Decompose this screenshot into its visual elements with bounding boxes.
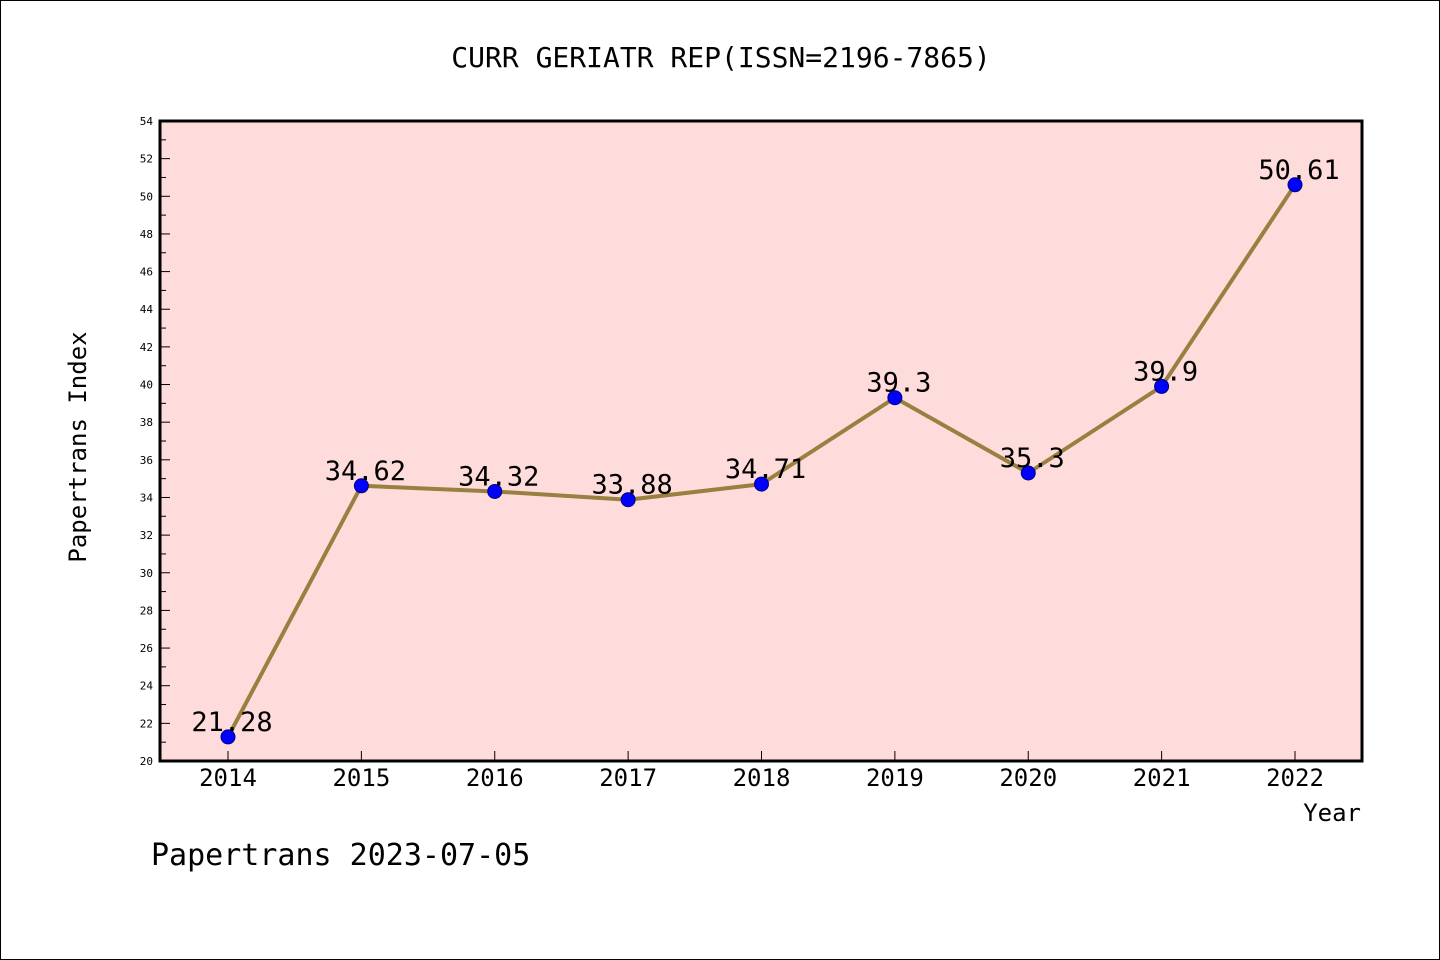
plot-area bbox=[158, 119, 1364, 763]
data-point bbox=[1154, 378, 1170, 394]
x-tick-label: 2014 bbox=[199, 764, 257, 792]
data-label: 34.32 bbox=[458, 461, 539, 492]
data-point bbox=[353, 478, 369, 494]
x-tick-label: 2017 bbox=[599, 764, 657, 792]
data-label: 21.28 bbox=[191, 707, 272, 738]
y-tick-label: 44 bbox=[140, 303, 154, 316]
x-tick-label: 2021 bbox=[1133, 764, 1191, 792]
y-tick-label: 32 bbox=[140, 529, 153, 542]
data-label: 34.62 bbox=[325, 456, 406, 487]
y-tick-label: 54 bbox=[140, 115, 154, 128]
data-point bbox=[1020, 465, 1036, 481]
x-axis-label: Year bbox=[1303, 799, 1361, 827]
data-point bbox=[1287, 177, 1303, 193]
chart-title: CURR GERIATR REP(ISSN=2196-7865) bbox=[451, 41, 990, 74]
x-tick-label: 2020 bbox=[999, 764, 1057, 792]
data-label: 34.71 bbox=[725, 454, 806, 485]
x-tick-label: 2015 bbox=[332, 764, 390, 792]
y-tick-label: 26 bbox=[140, 642, 153, 655]
data-point bbox=[487, 483, 503, 499]
data-point bbox=[754, 476, 769, 492]
y-tick-label: 52 bbox=[140, 153, 153, 166]
y-tick-label: 28 bbox=[140, 604, 153, 617]
data-point bbox=[220, 729, 236, 745]
y-tick-label: 20 bbox=[140, 755, 153, 768]
data-point bbox=[620, 492, 636, 508]
data-labels: 21.28 34.62 34.32 33.88 34.71 39.3 35.3 39.9 50.… bbox=[191, 155, 1339, 738]
y-tick-label: 50 bbox=[140, 190, 153, 203]
y-tick-label: 46 bbox=[140, 266, 153, 279]
data-label: 33.88 bbox=[591, 470, 672, 501]
data-point bbox=[887, 390, 903, 406]
data-label: 50.61 bbox=[1258, 155, 1339, 186]
x-tick-label: 2016 bbox=[466, 764, 524, 792]
x-tick-label: 2018 bbox=[733, 764, 791, 792]
y-axis-label: Papertrans Index bbox=[64, 331, 92, 562]
data-label: 39.9 bbox=[1133, 356, 1198, 387]
y-tick-label: 36 bbox=[140, 454, 153, 467]
y-tick-label: 24 bbox=[140, 680, 154, 693]
y-axis-ticks: 20 22 24 26 28 30 32 34 36 38 40 42 44 46 48 50 52 54 bbox=[140, 115, 170, 768]
data-markers bbox=[220, 177, 1303, 745]
y-tick-label: 30 bbox=[140, 567, 153, 580]
data-label: 39.3 bbox=[866, 368, 931, 399]
x-tick-label: 2019 bbox=[866, 764, 924, 792]
y-tick-label: 40 bbox=[140, 379, 153, 392]
y-tick-label: 48 bbox=[140, 228, 153, 241]
x-axis-ticks: 2014 2015 2016 2017 2018 2019 2020 2021 2022 bbox=[199, 751, 1324, 792]
x-tick-label: 2022 bbox=[1266, 764, 1324, 792]
y-tick-label: 38 bbox=[140, 416, 153, 429]
y-tick-label: 42 bbox=[140, 341, 153, 354]
y-tick-label: 34 bbox=[140, 491, 154, 504]
footer-date-stamp: Papertrans 2023-07-05 bbox=[151, 838, 530, 873]
data-label: 35.3 bbox=[1000, 443, 1065, 474]
y-tick-label: 22 bbox=[140, 717, 153, 730]
